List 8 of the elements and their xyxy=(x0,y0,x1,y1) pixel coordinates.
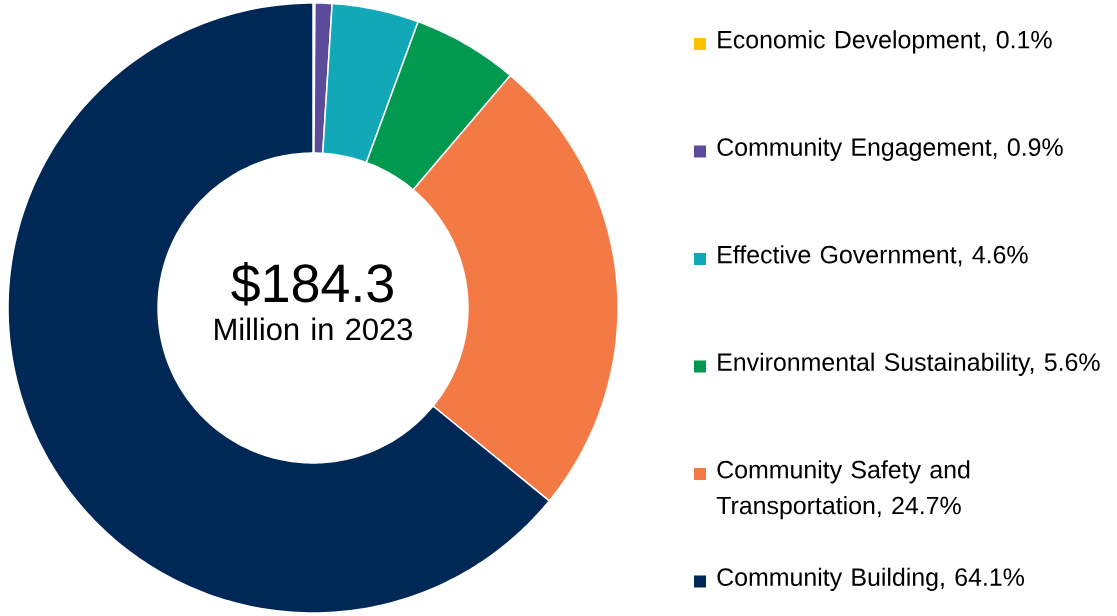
text: Million in 2023 xyxy=(215,317,413,341)
legend-label: Environmental Sustainability, 5.6% xyxy=(718,352,1100,376)
legend-label: Community Building, 64.1% xyxy=(717,567,1024,591)
legend-label: Effective Government, 4.6% xyxy=(718,245,1028,267)
legend-label: Economic Development, 0.1% xyxy=(718,30,1052,54)
legend-label: Community Safety and Transportation, 24.7% xyxy=(716,460,970,520)
legend-label: Community Engagement, 0.9% xyxy=(717,137,1063,161)
text: $184.3 xyxy=(231,262,393,306)
